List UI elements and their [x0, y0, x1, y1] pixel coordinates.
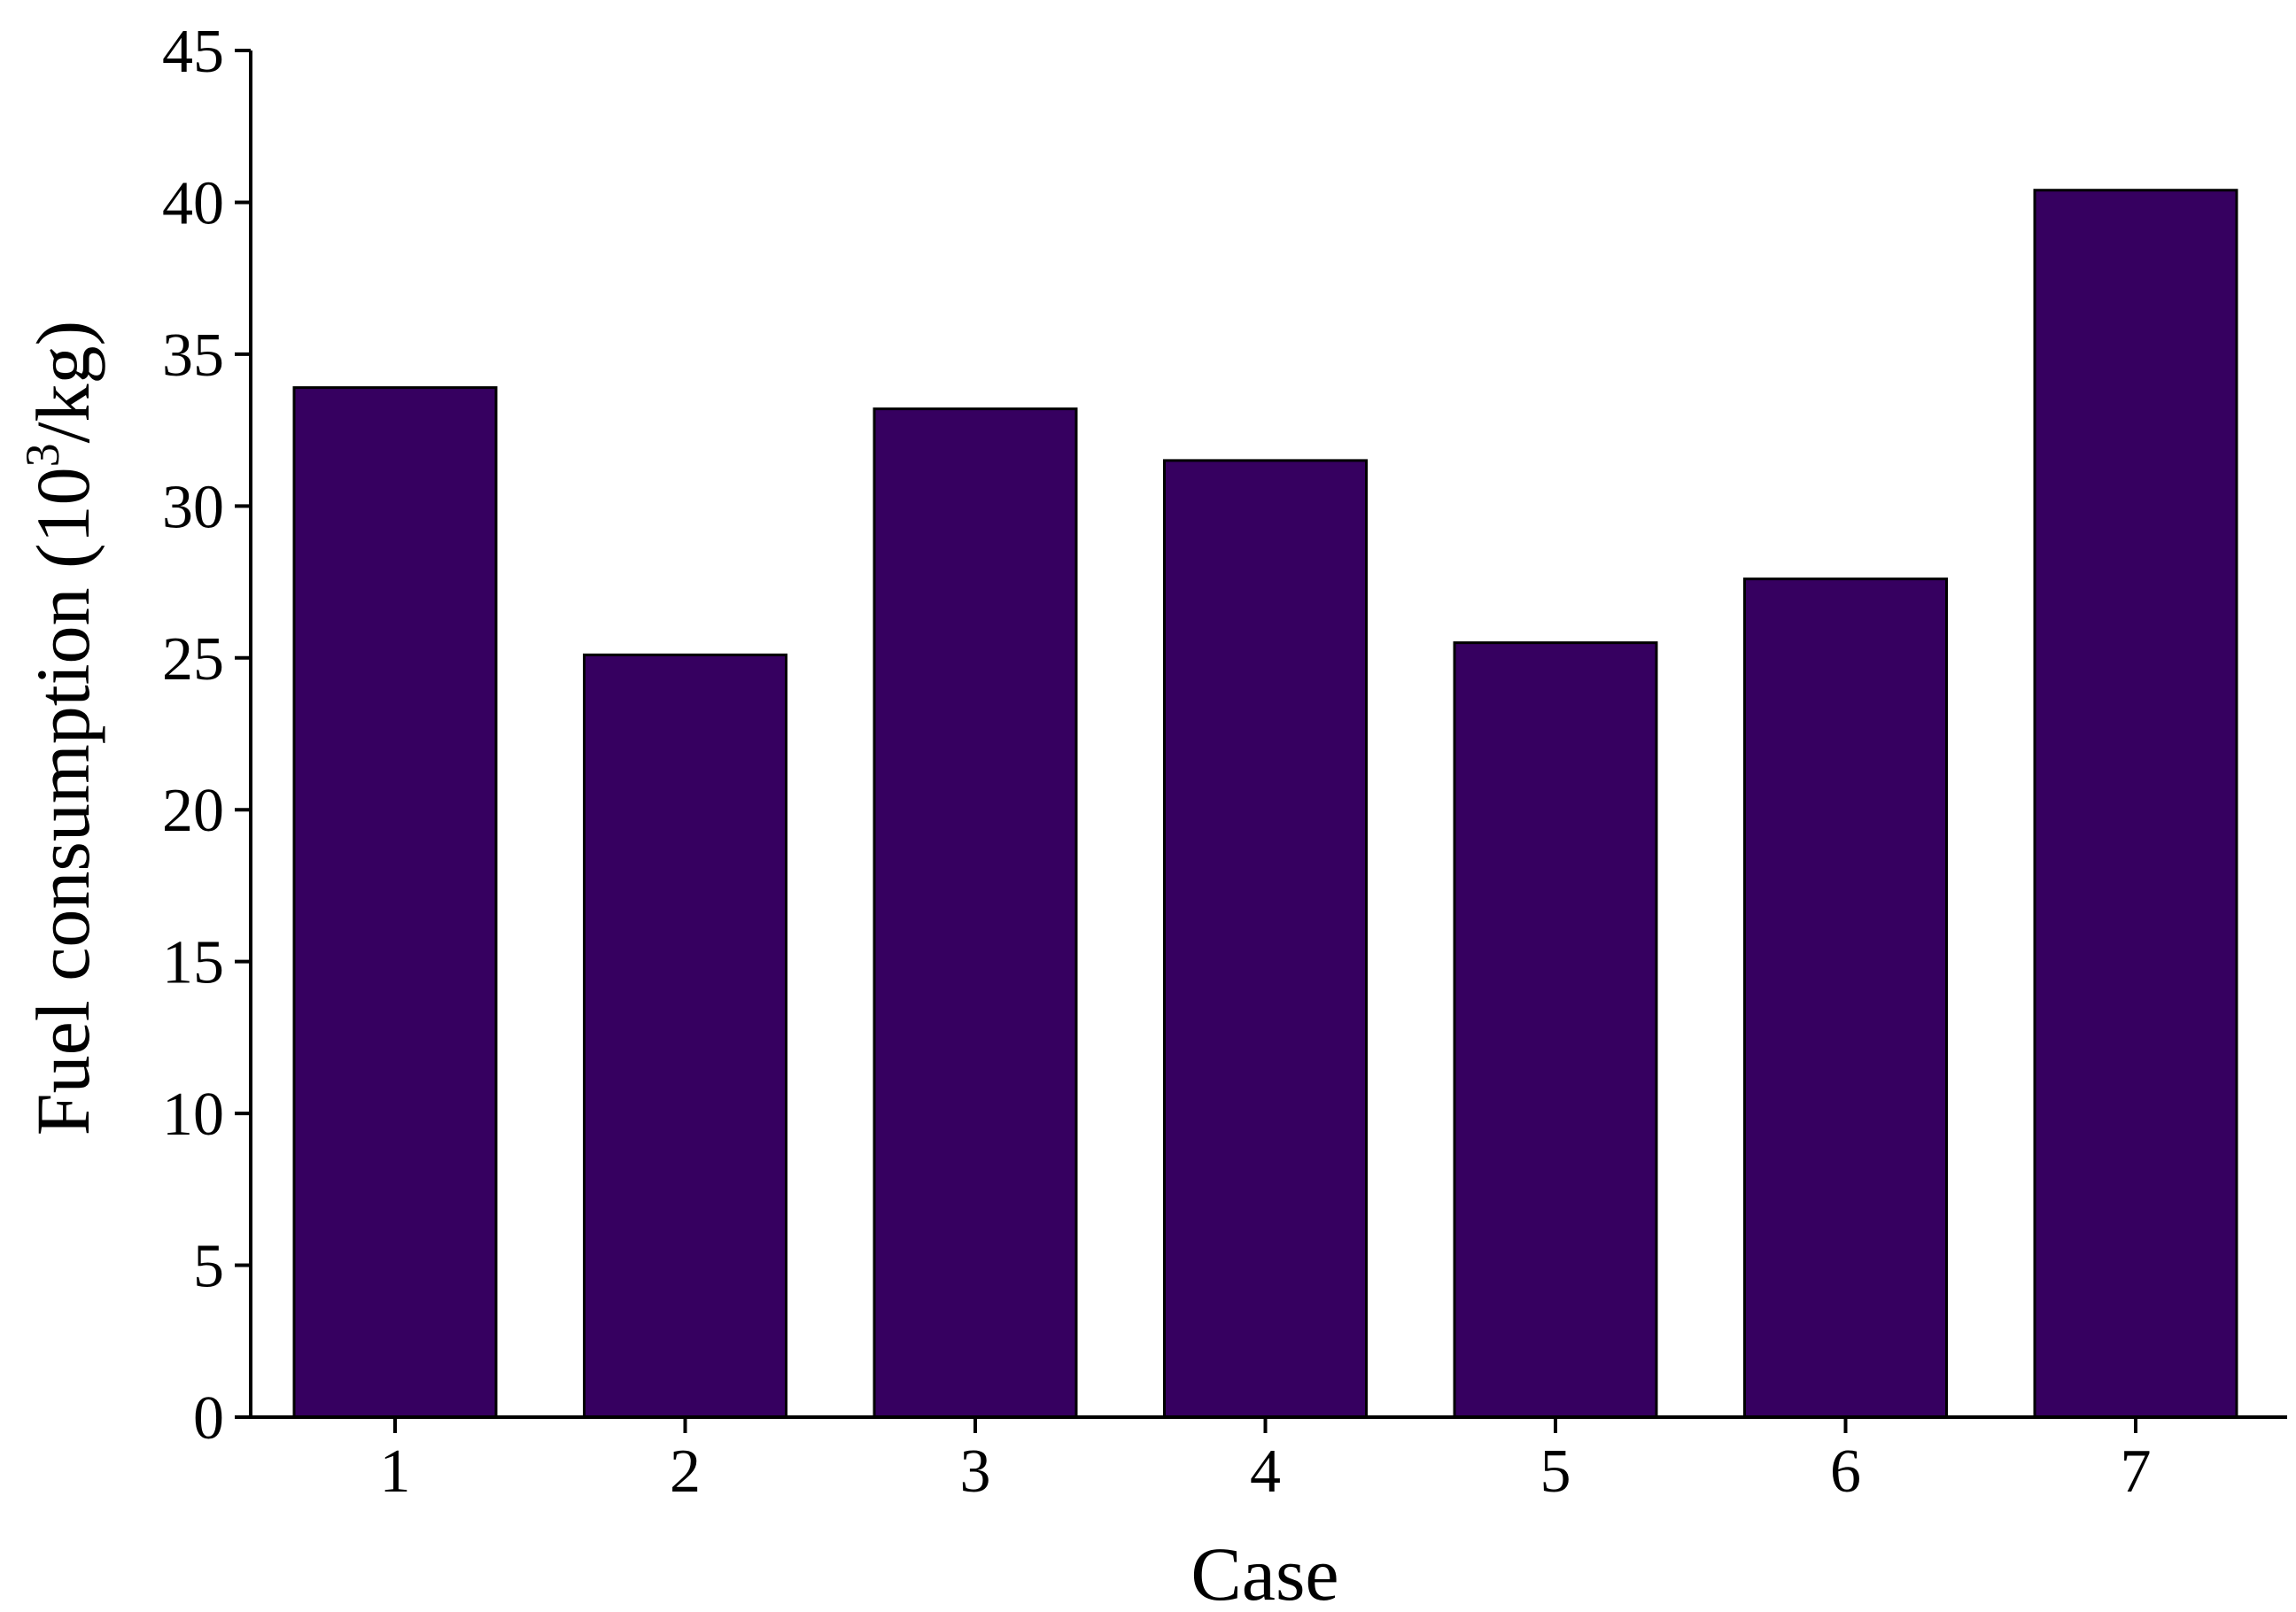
bar-case-3: [873, 407, 1078, 1419]
y-tick-label: 10: [162, 1081, 224, 1149]
bar-case-5: [1453, 641, 1658, 1419]
x-axis-title: Case: [1191, 1531, 1338, 1612]
y-tick-label: 25: [162, 625, 224, 694]
y-tick-label: 35: [162, 322, 224, 390]
bar-case-2: [583, 653, 787, 1419]
y-axis-title-superscript: 3: [16, 443, 69, 467]
y-axis-title-main: Fuel consumption (10: [20, 467, 105, 1135]
ticks-layer: [235, 49, 2137, 1433]
y-tick-label: 40: [162, 169, 224, 237]
x-tick-label: 1: [380, 1438, 411, 1506]
axes-layer: [249, 50, 2287, 1419]
x-tick-label: 2: [670, 1438, 701, 1506]
bar-case-4: [1163, 459, 1368, 1419]
y-tick-label: 15: [162, 929, 224, 997]
y-tick-label: 5: [193, 1233, 224, 1301]
bar-case-6: [1743, 577, 1948, 1419]
y-tick-label: 45: [162, 18, 224, 86]
x-tick-label: 4: [1250, 1438, 1281, 1506]
bars-layer: [292, 189, 2238, 1419]
x-tick-label: 7: [2121, 1438, 2152, 1506]
y-axis-title-unit: /kg): [20, 321, 105, 444]
y-tick-label: 20: [162, 777, 224, 845]
bar-case-1: [292, 386, 498, 1419]
y-axis-title: Fuel consumption (103/kg): [16, 321, 105, 1135]
y-tick-label: 30: [162, 473, 224, 541]
x-tick-label: 5: [1540, 1438, 1571, 1506]
bar-case-7: [2033, 189, 2238, 1419]
y-tick-label: 0: [193, 1384, 224, 1453]
x-tick-label: 3: [960, 1438, 991, 1506]
x-tick-label: 6: [1830, 1438, 1861, 1506]
